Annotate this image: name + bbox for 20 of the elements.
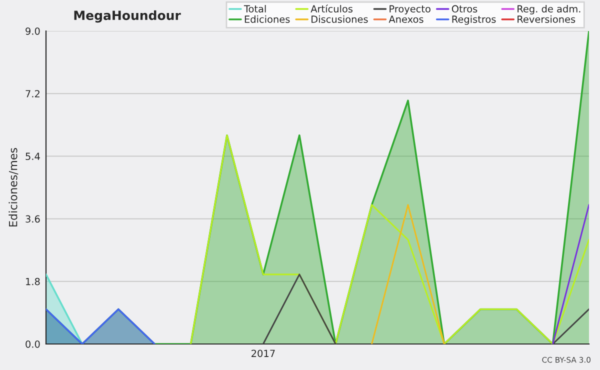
legend-label: Artículos — [310, 4, 353, 13]
y-tick-label: 3.6 — [26, 215, 40, 223]
chart-title: MegaHoundour — [74, 10, 181, 23]
legend-label: Discusiones — [312, 15, 368, 23]
y-axis-title: Ediciones/mes — [8, 148, 18, 226]
legend-label: Reg. de adm. — [518, 4, 580, 14]
line-series — [190, 134, 589, 344]
legend-label: Proyecto — [390, 5, 430, 14]
legend-label: Registros — [452, 15, 496, 25]
y-tick-label: 7.2 — [26, 90, 40, 98]
legend-label: Reversiones — [518, 15, 576, 23]
x-tick-label: 2017 — [252, 350, 275, 358]
legend-label: Anexos — [388, 16, 424, 23]
legend-label: Ediciones — [244, 15, 290, 23]
y-tick-label: 9.0 — [26, 27, 40, 35]
legend-label: Otros — [452, 5, 478, 13]
y-tick-label: 1.8 — [26, 278, 40, 286]
y-tick-label: 0.0 — [26, 340, 40, 348]
y-tick-label: 5.4 — [26, 152, 40, 160]
legend-label: Total — [244, 4, 266, 13]
